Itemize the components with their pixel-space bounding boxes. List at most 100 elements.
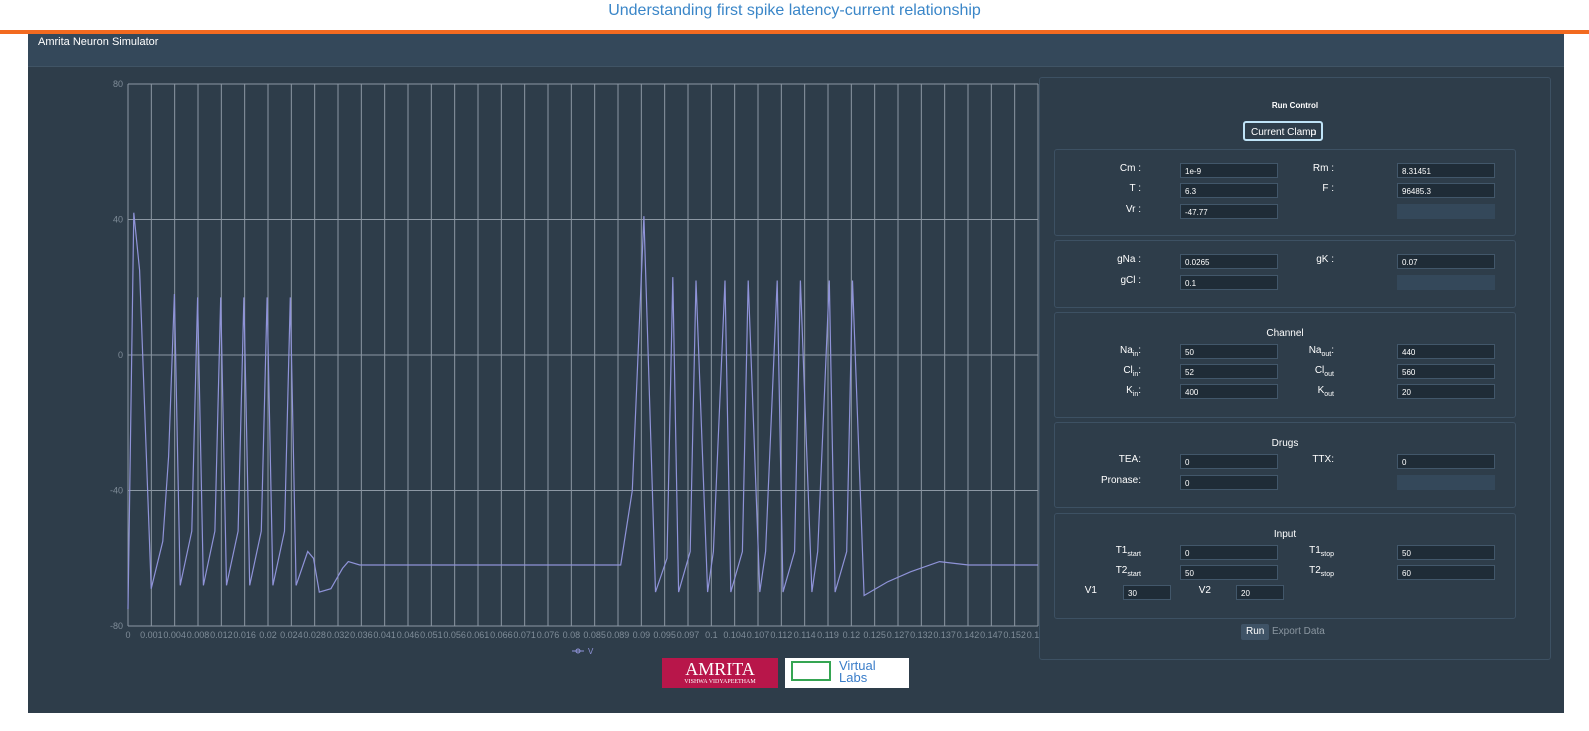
rm-label: Rm : (1312, 163, 1334, 174)
t1-stop-label: T1stop (1309, 545, 1334, 558)
x-tick-label: 0.089 (607, 630, 630, 640)
x-tick-label: 0.137 (933, 630, 956, 640)
clamp-mode-select[interactable]: Current Clamp □ (1243, 121, 1323, 141)
y-tick-label: 80 (113, 79, 123, 89)
gk-label: gK : (1316, 254, 1334, 265)
run-control-panel: Run Control Current Clamp □ Cm : 1e-9 Rm… (1039, 77, 1551, 660)
x-tick-label: 0.08 (563, 630, 581, 640)
v2-label: V2 (1198, 585, 1211, 596)
x-tick-label: 0.127 (887, 630, 910, 640)
x-tick-label: 0.076 (537, 630, 560, 640)
ttx-label: TTX: (1312, 454, 1334, 465)
tea-input[interactable]: 0 (1180, 454, 1278, 469)
channel-group: Channel Nain: 50 Naout: 440 Clin: 52 Clo… (1054, 312, 1516, 418)
x-tick-label: 0.051 (420, 630, 443, 640)
x-tick-label: 0.041 (373, 630, 396, 640)
x-tick-label: 0.016 (233, 630, 256, 640)
clamp-mode-value: Current Clamp (1251, 127, 1317, 138)
cl-out-label: Clout (1314, 365, 1334, 378)
v1-label: V1 (1084, 585, 1097, 596)
x-tick-label: 0.142 (957, 630, 980, 640)
cm-label: Cm : (1119, 163, 1141, 174)
cl-in-label: Clin: (1123, 365, 1141, 378)
na-out-label: Naout: (1308, 345, 1334, 358)
t1-start-label: T1start (1115, 545, 1141, 558)
k-in-input[interactable]: 400 (1180, 384, 1278, 399)
x-tick-label: 0.001 (140, 630, 163, 640)
x-tick-label: 0 (125, 630, 130, 640)
cl-in-input[interactable]: 52 (1180, 364, 1278, 379)
amrita-logo: AMRITA VISHWA VIDYAPEETHAM (662, 658, 778, 688)
conductance-group: gNa : 0.0265 gK : 0.07 gCl : 0.1 (1054, 240, 1516, 308)
x-tick-label: 0.061 (467, 630, 490, 640)
pronase-label: Pronase: (1100, 475, 1141, 486)
input-group: Input T1start 0 T1stop 50 T2start 50 T2s… (1054, 513, 1516, 619)
x-tick-label: 0.125 (863, 630, 886, 640)
gk-input[interactable]: 0.07 (1397, 254, 1495, 269)
ttx-input[interactable]: 0 (1397, 454, 1495, 469)
x-tick-label: 0.024 (280, 630, 303, 640)
na-in-input[interactable]: 50 (1180, 344, 1278, 359)
t2-start-label: T2start (1115, 565, 1141, 578)
pronase-input[interactable]: 0 (1180, 475, 1278, 490)
t-label: T : (1129, 183, 1141, 194)
x-tick-label: 0.119 (817, 630, 839, 640)
x-tick-label: 0.032 (327, 630, 350, 640)
k-out-label: Kout (1317, 385, 1334, 398)
gcl-input[interactable]: 0.1 (1180, 275, 1278, 290)
app-header: Amrita Neuron Simulator (28, 34, 1564, 67)
chevron-down-icon: □ (1311, 128, 1316, 137)
k-out-input[interactable]: 20 (1397, 384, 1495, 399)
x-tick-label: 0.12 (843, 630, 861, 640)
x-tick-label: 0.066 (490, 630, 513, 640)
rm-input[interactable]: 8.31451 (1397, 163, 1495, 178)
cm-input[interactable]: 1e-9 (1180, 163, 1278, 178)
x-tick-label: 0.028 (303, 630, 326, 640)
t2-stop-label: T2stop (1309, 565, 1334, 578)
vr-input[interactable]: -47.77 (1180, 204, 1278, 219)
x-tick-label: 0.036 (350, 630, 373, 640)
empty-field (1397, 275, 1495, 290)
v2-input[interactable]: 20 (1236, 585, 1284, 600)
membrane-group: Cm : 1e-9 Rm : 8.31451 T : 6.3 F : 96485… (1054, 149, 1516, 236)
x-tick-label: 0.02 (259, 630, 277, 640)
legend-marker (575, 648, 581, 654)
x-tick-label: 0.112 (770, 630, 792, 640)
gna-label: gNa : (1117, 254, 1141, 265)
export-data-button[interactable]: Export Data (1272, 626, 1325, 637)
f-input[interactable]: 96485.3 (1397, 183, 1495, 198)
x-tick-label: 0.132 (910, 630, 933, 640)
gcl-label: gCl : (1120, 275, 1141, 286)
x-tick-label: 0.004 (163, 630, 186, 640)
vr-label: Vr : (1125, 204, 1141, 215)
t2-start-input[interactable]: 50 (1180, 565, 1278, 580)
x-tick-label: 0.147 (980, 630, 1003, 640)
drugs-title: Drugs (1271, 438, 1299, 449)
x-tick-label: 0.097 (677, 630, 700, 640)
v1-input[interactable]: 30 (1123, 585, 1171, 600)
empty-field (1397, 475, 1495, 490)
gna-input[interactable]: 0.0265 (1180, 254, 1278, 269)
x-tick-label: 0.114 (794, 630, 816, 640)
run-button[interactable]: Run (1241, 624, 1270, 640)
x-tick-label: 0.008 (187, 630, 210, 640)
voltage-chart[interactable]: 80 40 0 -40 -80 0 0.001 0.004 0.008 0.012 0.016 0.0… (78, 79, 1058, 694)
cl-out-input[interactable]: 560 (1397, 364, 1495, 379)
simulator-window: Amrita Neuron Simulator 80 40 0 -40 -80 0 0.00… (28, 34, 1564, 713)
na-in-label: Nain: (1119, 345, 1141, 358)
t1-stop-input[interactable]: 50 (1397, 545, 1495, 560)
t2-stop-input[interactable]: 60 (1397, 565, 1495, 580)
x-tick-label: 0.107 (747, 630, 770, 640)
input-title: Input (1273, 529, 1297, 540)
k-in-label: Kin: (1126, 385, 1141, 398)
y-tick-label: 0 (118, 350, 123, 360)
t1-start-input[interactable]: 0 (1180, 545, 1278, 560)
virtual-labs-logo: Virtual Labs (785, 658, 909, 688)
page-title: Understanding first spike latency-curren… (608, 2, 981, 19)
x-tick-label: 0.152 (1003, 630, 1026, 640)
series-line-v (127, 212, 1038, 610)
run-control-title: Run Control (1271, 101, 1319, 110)
na-out-input[interactable]: 440 (1397, 344, 1495, 359)
t-input[interactable]: 6.3 (1180, 183, 1278, 198)
